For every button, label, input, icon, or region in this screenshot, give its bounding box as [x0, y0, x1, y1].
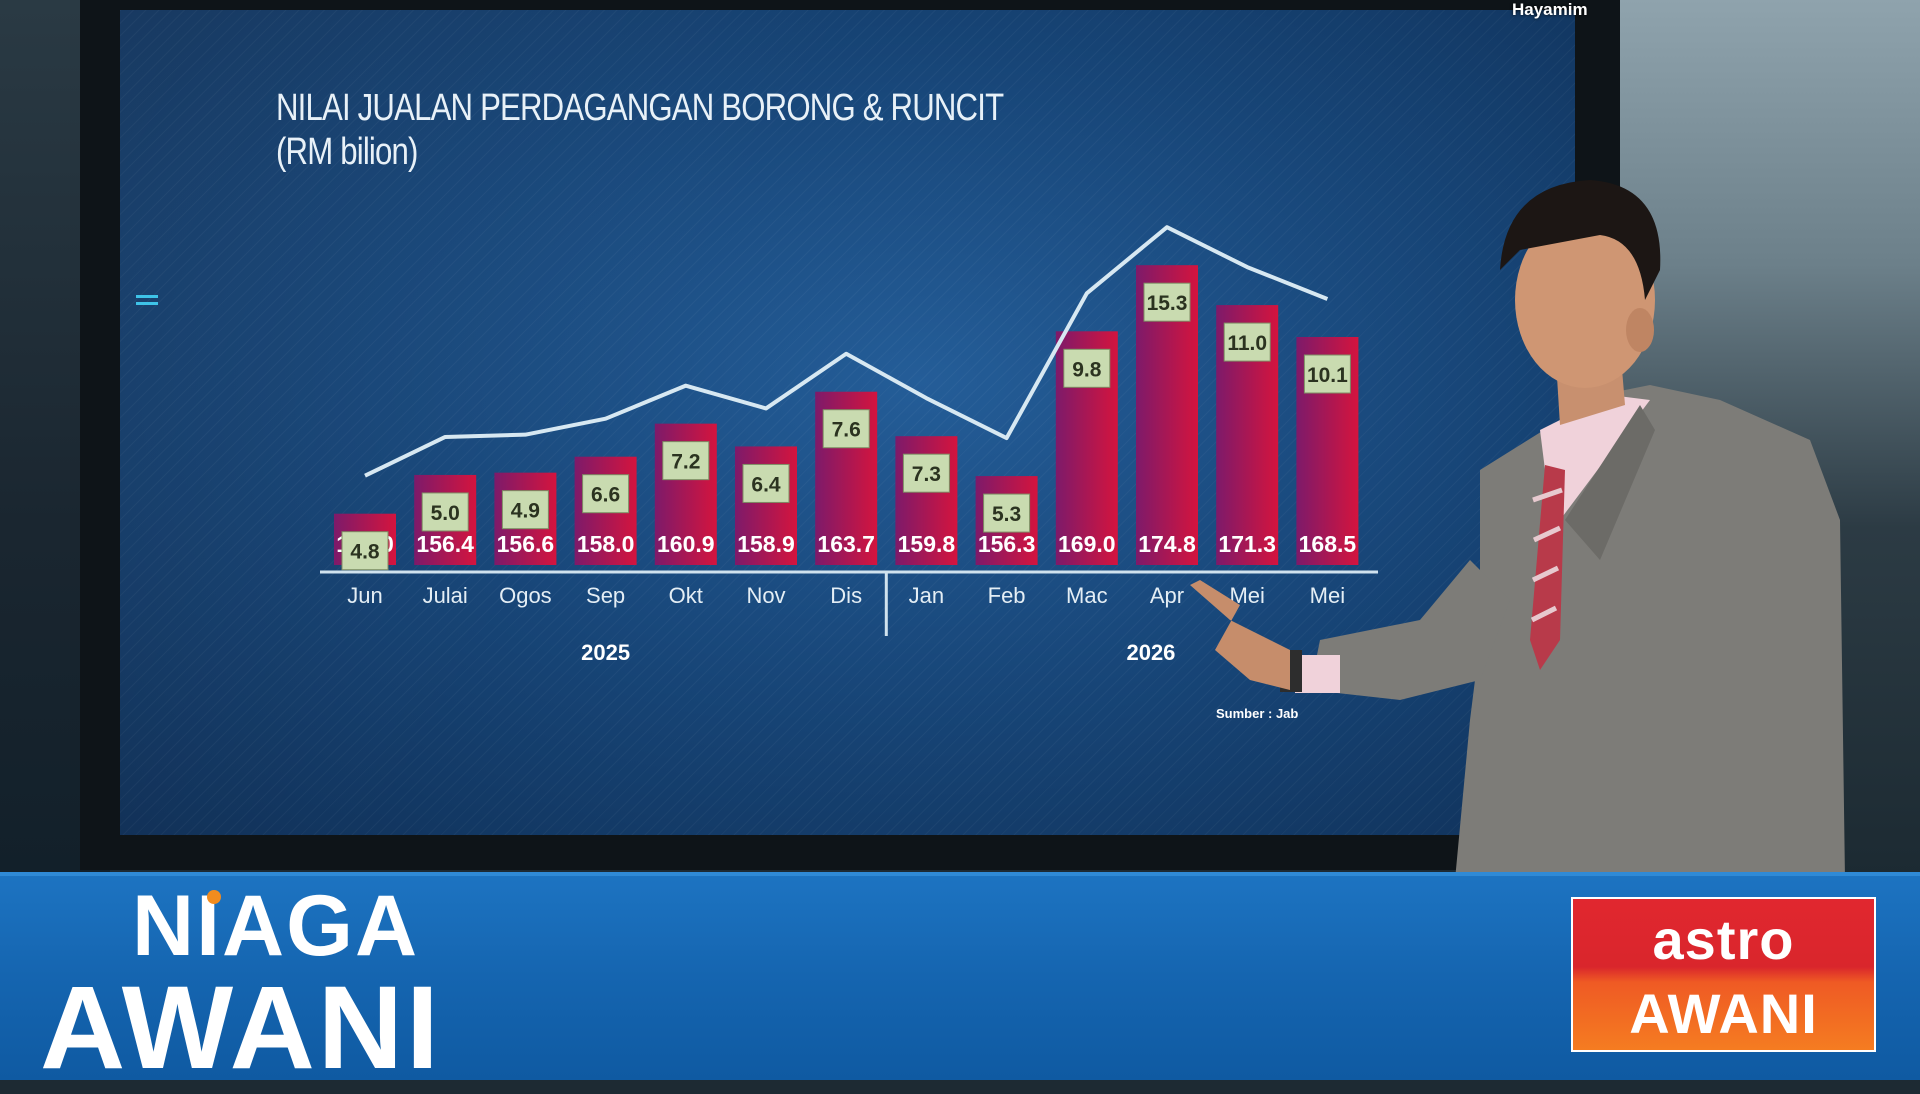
channel-logo-top: astro — [1652, 908, 1795, 971]
bar-chart: 153.04.8Jun156.45.0Julai156.64.9Ogos158.… — [320, 225, 1378, 665]
bar-value-label: 169.0 — [1058, 531, 1116, 557]
x-tick-label: Sep — [586, 583, 625, 608]
chart-title-text: NILAI JUALAN PERDAGANGAN BORONG & RUNCIT — [276, 87, 1004, 129]
chart-subtitle: (RM bilion) — [276, 131, 418, 173]
growth-box — [1303, 354, 1351, 394]
growth-label: 6.4 — [751, 473, 781, 496]
bar-value-label: 163.7 — [817, 531, 875, 557]
growth-box — [501, 490, 549, 530]
bar-value-label: 158.9 — [737, 531, 795, 557]
show-logo-top-text: NIAGA — [132, 878, 420, 974]
channel-logo: astro AWANI — [1571, 897, 1876, 1052]
bar-value-label: 171.3 — [1218, 531, 1276, 557]
lower-third-edge — [0, 872, 1920, 876]
growth-box — [582, 474, 630, 514]
growth-box — [421, 492, 469, 532]
bar-value-label: 159.8 — [898, 531, 956, 557]
growth-label: 7.2 — [671, 451, 700, 474]
show-logo-bottom: AWANI — [40, 962, 442, 1094]
growth-label: 4.8 — [350, 541, 380, 564]
growth-box — [1223, 322, 1271, 362]
growth-label: 9.8 — [1072, 358, 1102, 381]
chart-title: NILAI JUALAN PERDAGANGAN BORONG & RUNCIT… — [276, 86, 1004, 174]
x-tick-label: Julai — [423, 583, 468, 608]
presenter-arm — [1310, 560, 1510, 700]
presenter-shirt — [1540, 395, 1650, 520]
bar-value-label: 158.0 — [577, 531, 635, 557]
bar-value-label: 168.5 — [1299, 531, 1357, 557]
corner-tag: Hayamim — [1512, 0, 1588, 19]
x-tick-label: Dis — [830, 583, 862, 608]
growth-label: 6.6 — [591, 484, 620, 507]
growth-box — [902, 453, 950, 493]
x-tick-label: Okt — [669, 583, 703, 608]
x-tick-label: Jun — [347, 583, 382, 608]
growth-box — [1063, 348, 1111, 388]
x-tick-label: Ogos — [499, 583, 552, 608]
x-tick-label: Feb — [988, 583, 1026, 608]
growth-label: 5.0 — [431, 502, 460, 525]
growth-label: 4.9 — [511, 500, 540, 523]
show-logo-top: NIAGA — [132, 880, 419, 972]
bar-value-label: 156.6 — [497, 531, 555, 557]
growth-box — [1143, 282, 1191, 322]
growth-box — [742, 463, 790, 503]
presenter-head — [1515, 212, 1655, 388]
x-tick-label: Apr — [1150, 583, 1184, 608]
x-tick-label: Jan — [909, 583, 944, 608]
growth-label: 11.0 — [1227, 332, 1267, 355]
growth-label: 10.1 — [1307, 364, 1348, 387]
year-label: 2026 — [1126, 640, 1175, 665]
source-note: Sumber : Jab — [1216, 706, 1299, 721]
growth-box — [341, 531, 389, 571]
bar-value-label: 174.8 — [1138, 531, 1196, 557]
presenter — [1190, 180, 1845, 880]
trend-line — [364, 225, 1329, 478]
logo-dot-icon — [207, 890, 221, 904]
x-tick-label: Mei — [1310, 583, 1345, 608]
growth-label: 7.6 — [832, 419, 861, 442]
growth-label: 5.3 — [992, 503, 1021, 526]
growth-label: 7.3 — [912, 463, 941, 486]
x-tick-label: Nov — [746, 583, 785, 608]
bar-value-label: 160.9 — [657, 531, 715, 557]
bar-value-label: 156.3 — [978, 531, 1036, 557]
year-label: 2025 — [581, 640, 630, 665]
presenter-hair — [1500, 180, 1661, 300]
growth-box — [983, 493, 1031, 533]
menu-icon — [136, 295, 158, 309]
growth-box — [662, 441, 710, 481]
presenter-suit — [1455, 385, 1845, 880]
growth-label: 15.3 — [1147, 292, 1188, 315]
bar-value-label: 156.4 — [416, 531, 474, 557]
presenter-hand — [1190, 580, 1290, 690]
channel-logo-bottom: AWANI — [1629, 982, 1818, 1045]
x-tick-label: Mac — [1066, 583, 1108, 608]
growth-box — [822, 409, 870, 449]
